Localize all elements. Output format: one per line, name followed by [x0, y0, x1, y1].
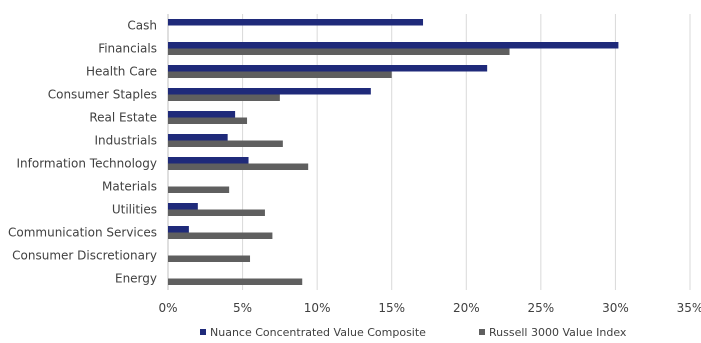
legend-label: Russell 3000 Value Index [489, 326, 627, 339]
category-label: Consumer Discretionary [12, 249, 157, 263]
category-label: Materials [102, 180, 157, 194]
bar-composite [168, 111, 236, 118]
category-labels: Cash Financials Health Care Consumer Staple… [8, 19, 157, 286]
category-label: Health Care [86, 65, 157, 79]
bar-composite [168, 134, 228, 141]
category-label: Cash [127, 19, 157, 33]
bar-composite [168, 226, 189, 233]
bar-composite [168, 19, 424, 26]
x-tick-label: 30% [602, 301, 629, 315]
category-label: Utilities [112, 203, 157, 217]
category-label: Financials [98, 42, 157, 56]
category-label: Consumer Staples [48, 88, 157, 102]
bar-composite [168, 157, 249, 164]
bar-index [168, 186, 230, 193]
bar-composite [168, 65, 488, 72]
x-tick-label: 15% [378, 301, 405, 315]
gridlines [167, 14, 691, 290]
bar-index [168, 232, 273, 239]
bar-index [168, 278, 303, 285]
x-tick-label: 0% [158, 301, 177, 315]
x-tick-label: 20% [453, 301, 480, 315]
bar-index [168, 94, 280, 101]
bar-composite [168, 42, 619, 49]
category-label: Industrials [94, 134, 157, 148]
x-tick-label: 35% [677, 301, 701, 315]
legend-swatch [200, 329, 206, 335]
legend-label: Nuance Concentrated Value Composite [210, 326, 426, 339]
bar-index [168, 209, 265, 216]
legend-swatch [479, 329, 485, 335]
bar-index [168, 71, 392, 78]
category-label: Information Technology [17, 157, 158, 171]
bar-composite [168, 88, 371, 95]
bar-index [168, 48, 510, 55]
bar-index [168, 163, 309, 170]
x-tick-label: 10% [304, 301, 331, 315]
bars [168, 19, 619, 285]
bar-index [168, 255, 251, 262]
bar-index [168, 140, 283, 147]
category-label: Real Estate [89, 111, 157, 125]
category-label: Energy [115, 272, 157, 286]
x-tick-label: 25% [528, 301, 555, 315]
x-tick-label: 5% [233, 301, 252, 315]
bar-index [168, 117, 248, 124]
category-label: Communication Services [8, 226, 157, 240]
x-tick-labels: 0% 5% 10% 15% 20% 25% 30% 35% [158, 301, 701, 315]
bar-composite [168, 203, 198, 210]
legend: Nuance Concentrated Value Composite Russe… [200, 326, 627, 339]
